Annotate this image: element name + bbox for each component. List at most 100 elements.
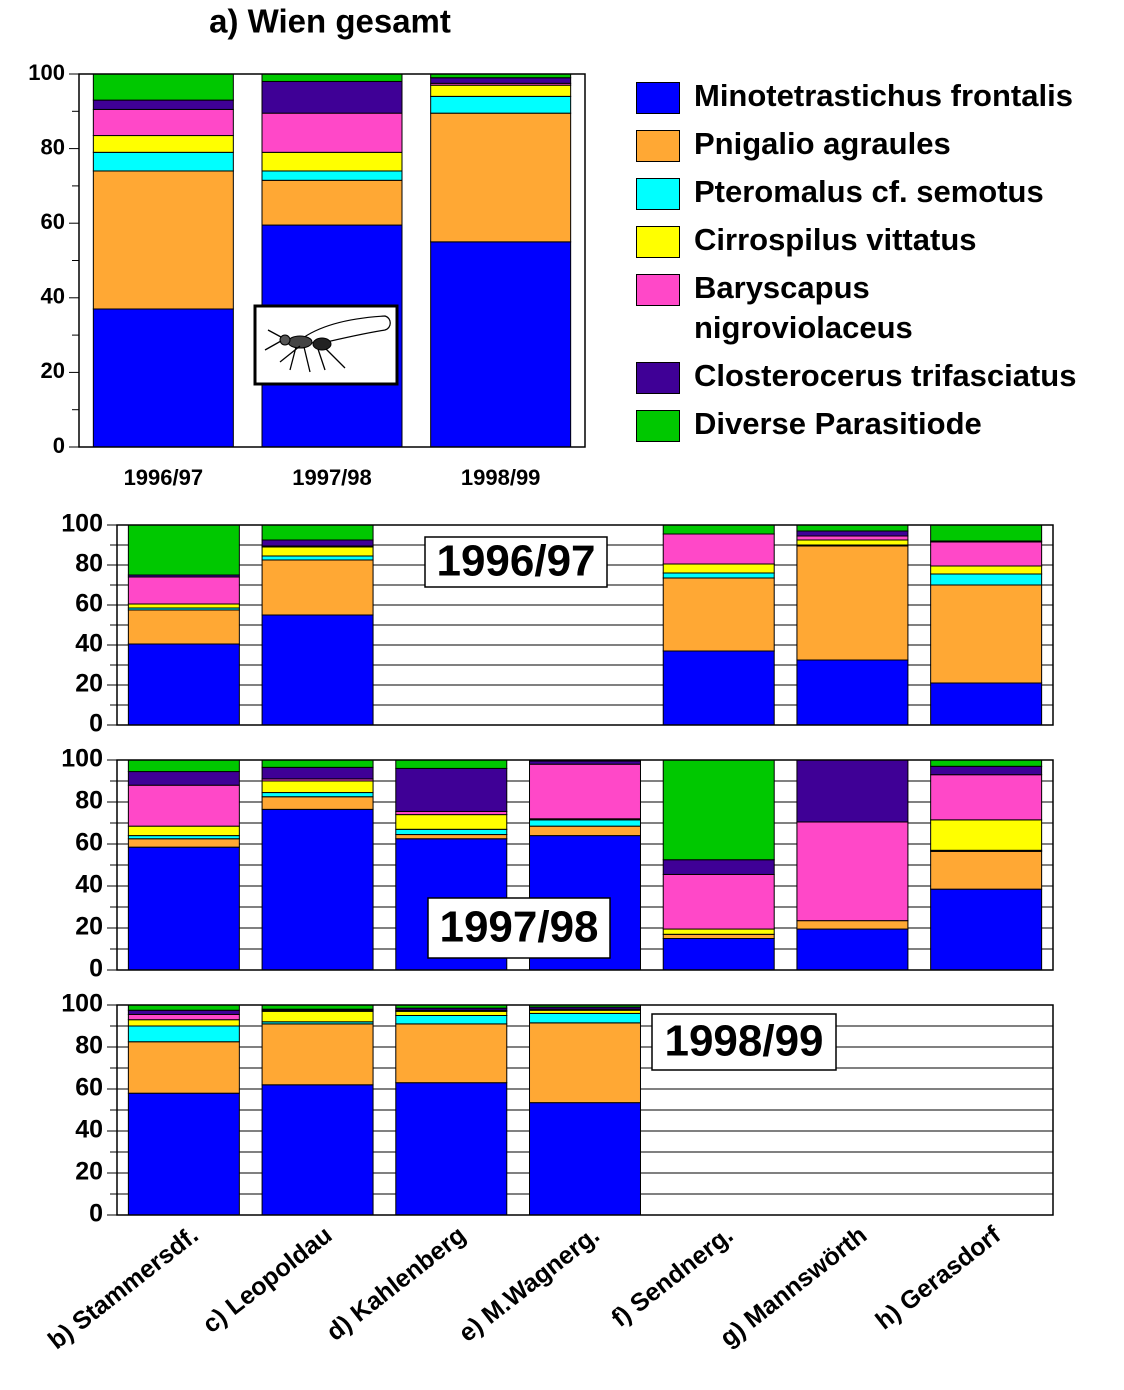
bar-segment [663, 874, 774, 929]
bar-segment [797, 822, 908, 921]
y-tick-label: 80 [75, 1032, 103, 1060]
bar-segment [663, 578, 774, 651]
bar-segment [262, 556, 373, 560]
legend-item: Diverse Parasitiode [636, 404, 1124, 444]
legend-item: Pnigalio agraules [636, 124, 1124, 164]
bar-segment [128, 839, 239, 847]
y-tick-label: 100 [61, 745, 103, 773]
bar-segment [128, 1020, 239, 1026]
y-tick-label: 40 [75, 871, 103, 899]
y-tick-label: 20 [75, 670, 103, 698]
bar-segment [663, 934, 774, 938]
legend-item: Baryscapus nigroviolaceus [636, 268, 1124, 348]
bar-segment [663, 860, 774, 875]
bar-segment [93, 171, 233, 309]
y-tick-label: 60 [75, 1074, 103, 1102]
legend-swatch [636, 410, 680, 442]
bar-segment [262, 1024, 373, 1085]
bar-segment [262, 525, 373, 540]
bar-segment [396, 1016, 507, 1024]
bar-segment [262, 560, 373, 615]
y-tick-label: 80 [75, 787, 103, 815]
legend-label: Diverse Parasitiode [694, 404, 982, 444]
bar-segment [262, 809, 373, 970]
bar-segment [396, 835, 507, 839]
bar-segment [128, 785, 239, 826]
y-tick-label: 20 [75, 1158, 103, 1186]
bar-segment [93, 152, 233, 171]
bar-segment [530, 826, 641, 835]
bar-segment [530, 1103, 641, 1215]
bar-segment [262, 615, 373, 725]
bar-segment [93, 100, 233, 109]
bar-segment [396, 829, 507, 834]
bar-segment [663, 534, 774, 564]
x-tick-label: g) Mannswörth [715, 1221, 872, 1353]
bar-segment [93, 109, 233, 135]
bar-segment [797, 531, 908, 536]
bar-segment [396, 815, 507, 830]
legend-swatch [636, 82, 680, 114]
insect-illustration [255, 306, 397, 384]
bar-segment [128, 1026, 239, 1042]
legend-item: Closterocerus trifasciatus [636, 356, 1124, 396]
bar-segment [797, 525, 908, 531]
bar-segment [663, 573, 774, 578]
bar-segment [663, 651, 774, 725]
bar-segment [663, 564, 774, 573]
page: {"chart_data": [ {"type": "bar", "stacke… [0, 0, 1124, 1390]
bar-segment [431, 242, 571, 447]
legend: Minotetrastichus frontalisPnigalio agrau… [636, 76, 1124, 452]
y-tick-label: 100 [61, 510, 103, 538]
x-tick-label: b) Stammersdf. [43, 1221, 204, 1355]
bar-segment [931, 525, 1042, 541]
y-tick-label: 40 [41, 284, 65, 309]
bar-segment [262, 760, 373, 767]
bar-segment [797, 546, 908, 660]
bar-segment [530, 764, 641, 819]
x-tick-label: e) M.Wagnerg. [454, 1221, 605, 1348]
bar-segment [797, 929, 908, 970]
bar-segment [931, 775, 1042, 820]
bar-segment [128, 644, 239, 725]
legend-swatch [636, 362, 680, 394]
bar-segment [431, 78, 571, 84]
legend-swatch [636, 130, 680, 162]
y-tick-label: 0 [53, 433, 65, 458]
bar-segment [262, 781, 373, 793]
bar-segment [262, 152, 402, 171]
bar-segment [262, 797, 373, 810]
bar-segment [931, 574, 1042, 585]
bar-segment [396, 1024, 507, 1083]
bar-segment [663, 939, 774, 971]
y-tick-label: 80 [75, 550, 103, 578]
annotation: 1998/99 [664, 1017, 823, 1066]
y-tick-label: 80 [41, 134, 65, 159]
bar-segment [530, 820, 641, 826]
y-tick-label: 60 [75, 590, 103, 618]
y-tick-label: 20 [75, 913, 103, 941]
bar-segment [262, 180, 402, 225]
annotation: 1996/97 [436, 537, 595, 586]
bar-segment [128, 1010, 239, 1014]
legend-swatch [636, 226, 680, 258]
bar-segment [396, 1083, 507, 1215]
bar-segment [128, 772, 239, 786]
bar-segment [128, 1042, 239, 1093]
y-tick-label: 40 [75, 1116, 103, 1144]
bar-segment [128, 847, 239, 970]
bar-segment [262, 540, 373, 546]
legend-label: Pteromalus cf. semotus [694, 172, 1044, 212]
bar-segment [931, 683, 1042, 725]
bar-segment [128, 577, 239, 604]
bar-segment [931, 585, 1042, 683]
x-tick-label: c) Leopoldau [198, 1221, 338, 1339]
y-tick-label: 60 [75, 829, 103, 857]
bar-segment [931, 820, 1042, 850]
bar-segment [530, 1023, 641, 1103]
bar-segment [128, 604, 239, 608]
legend-item: Cirrospilus vittatus [636, 220, 1124, 260]
x-tick-label: d) Kahlenberg [321, 1221, 471, 1347]
bar-segment [262, 74, 402, 81]
y-tick-label: 100 [28, 60, 65, 85]
